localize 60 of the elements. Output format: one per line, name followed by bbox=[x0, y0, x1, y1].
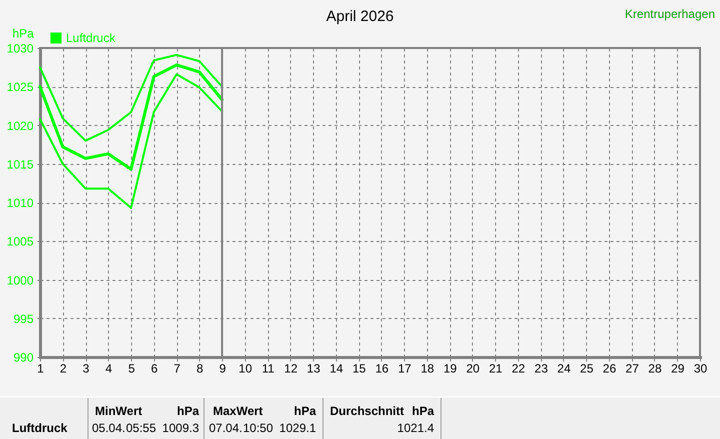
x-tick-label: 2 bbox=[60, 362, 67, 376]
y-axis-title: hPa bbox=[12, 26, 34, 40]
x-tick-label: 20 bbox=[466, 362, 480, 376]
x-tick-label: 25 bbox=[580, 362, 594, 376]
x-tick-label: 16 bbox=[375, 362, 389, 376]
x-tick-label: 9 bbox=[219, 362, 226, 376]
y-tick-label: 990 bbox=[13, 350, 34, 364]
x-tick-label: 22 bbox=[512, 362, 526, 376]
x-tick-label: 3 bbox=[82, 362, 90, 376]
text: 05.04. bbox=[92, 421, 126, 435]
chart-subtitle: Krentruperhagen bbox=[624, 7, 715, 21]
line-series bbox=[39, 54, 224, 142]
text: Luftdruck bbox=[12, 421, 68, 435]
x-tick-label: 28 bbox=[648, 362, 662, 376]
text: hPa bbox=[412, 404, 434, 418]
text: 1009.3 bbox=[162, 421, 200, 435]
x-tick-label: 7 bbox=[174, 362, 181, 376]
x-tick-label: 6 bbox=[150, 362, 158, 376]
x-tick-label: 14 bbox=[330, 362, 344, 376]
x-tick-label: 30 bbox=[694, 362, 708, 376]
text: hPa bbox=[176, 404, 200, 418]
text: 10:50 bbox=[243, 421, 274, 435]
x-tick-label: 15 bbox=[352, 362, 366, 376]
x-tick-label: 13 bbox=[306, 362, 321, 376]
x-tick-label: 29 bbox=[671, 362, 685, 376]
text: hPa bbox=[294, 404, 316, 418]
text: Durchschnitt bbox=[330, 404, 404, 418]
y-tick-label: 1015 bbox=[6, 157, 34, 172]
text: 07.04. bbox=[209, 421, 242, 435]
text: MaxWert bbox=[213, 404, 263, 418]
y-tick-label: 1010 bbox=[6, 196, 34, 210]
y-tick-label: 995 bbox=[13, 312, 34, 326]
x-tick-label: 27 bbox=[626, 362, 640, 376]
text: MinWert bbox=[95, 404, 142, 418]
line-series bbox=[38, 63, 224, 171]
text: 1021.4 bbox=[397, 421, 434, 435]
chart-title: April 2026 bbox=[326, 8, 394, 25]
x-tick-label: 1 bbox=[37, 362, 44, 376]
x-tick-label: 10 bbox=[238, 362, 252, 376]
y-tick-label: 1000 bbox=[6, 273, 34, 288]
x-tick-label: 18 bbox=[420, 362, 434, 376]
y-tick-label: 1020 bbox=[6, 118, 34, 133]
x-tick-label: 26 bbox=[602, 362, 616, 376]
x-tick-label: 8 bbox=[196, 362, 204, 376]
text: 1029.1 bbox=[279, 421, 316, 435]
legend-label: Luftdruck bbox=[66, 31, 116, 45]
y-tick-label: 1005 bbox=[6, 234, 34, 249]
x-tick-label: 23 bbox=[534, 362, 548, 376]
y-tick-label: 1025 bbox=[6, 80, 34, 94]
x-tick-label: 17 bbox=[398, 362, 412, 376]
x-tick-label: 4 bbox=[105, 362, 112, 376]
x-tick-label: 19 bbox=[443, 362, 458, 376]
x-tick-label: 21 bbox=[488, 362, 503, 376]
x-tick-label: 12 bbox=[284, 362, 298, 376]
x-tick-label: 5 bbox=[128, 362, 136, 376]
y-tick-label: 1030 bbox=[6, 42, 34, 56]
x-tick-label: 24 bbox=[557, 362, 571, 376]
x-tick-label: 11 bbox=[262, 362, 275, 376]
line-series bbox=[39, 73, 224, 209]
text: 05:55 bbox=[126, 421, 156, 435]
